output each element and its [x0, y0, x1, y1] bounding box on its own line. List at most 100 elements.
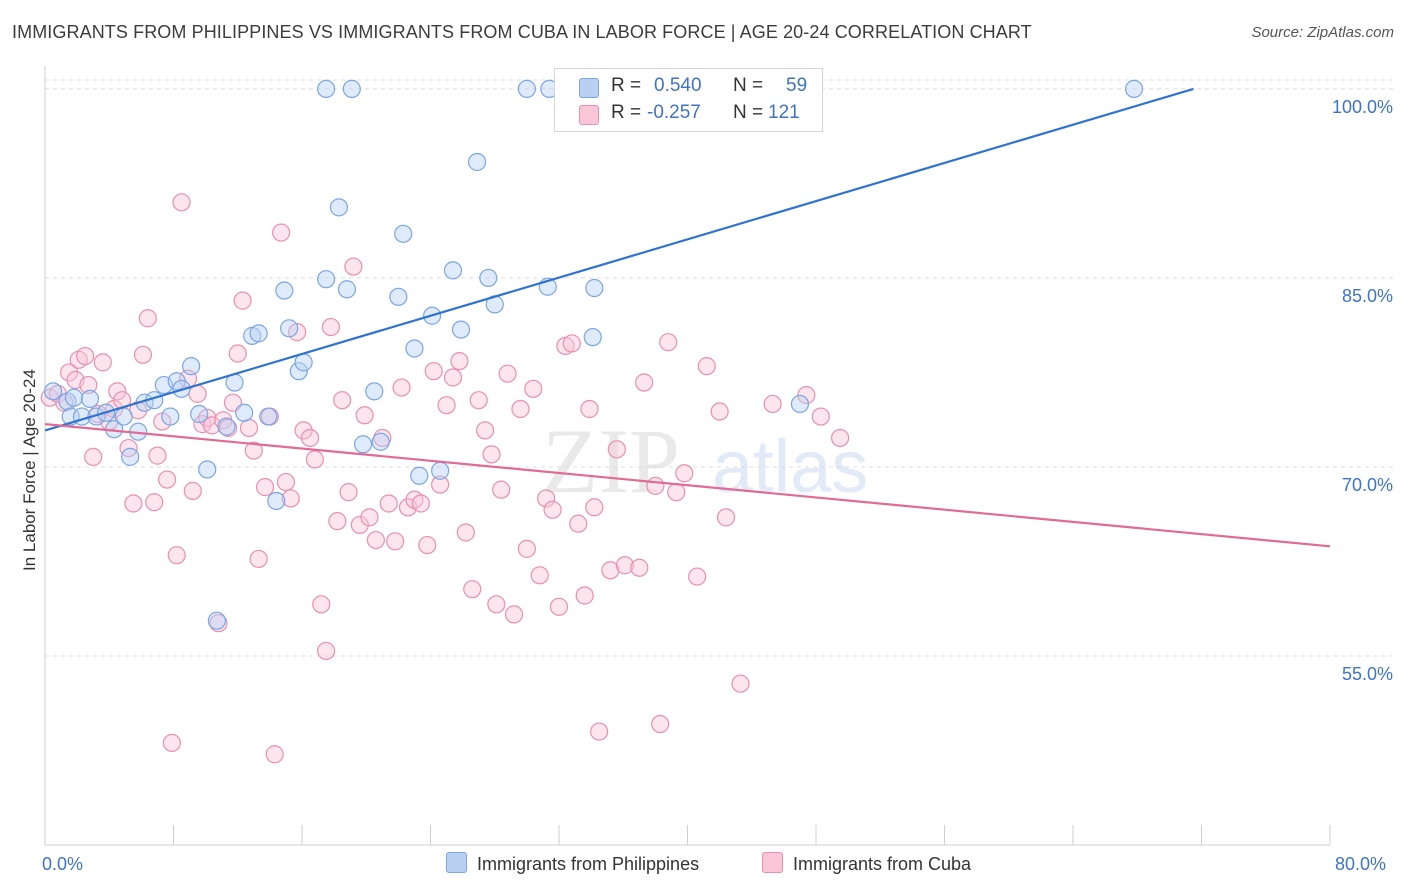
point-cuba: [321, 317, 341, 337]
legend-n-value: 59: [786, 75, 808, 96]
point-cuba: [138, 309, 157, 328]
point-philippines: [207, 611, 226, 630]
point-cuba: [549, 597, 569, 616]
point-philippines: [1124, 79, 1144, 99]
point-cuba: [580, 399, 599, 419]
point-philippines: [405, 339, 424, 358]
point-philippines: [217, 417, 236, 436]
point-philippines: [585, 278, 604, 298]
point-cuba: [255, 478, 275, 497]
point-cuba: [172, 193, 191, 212]
point-philippines: [249, 324, 268, 343]
point-cuba: [437, 396, 456, 415]
chart-title: IMMIGRANTS FROM PHILIPPINES VS IMMIGRANT…: [12, 22, 1032, 42]
point-cuba: [450, 351, 469, 371]
point-philippines: [371, 432, 390, 451]
point-philippines: [280, 319, 299, 338]
point-philippines: [289, 362, 308, 381]
point-cuba: [59, 363, 79, 382]
y-tick-label: 70.0%: [1342, 475, 1393, 495]
legend-n-label: N =: [733, 75, 764, 96]
y-tick-labels: 55.0% 70.0% 85.0% 100.0%: [1332, 97, 1393, 684]
point-cuba: [763, 394, 782, 414]
point-cuba: [731, 674, 750, 693]
point-philippines: [121, 447, 140, 466]
point-cuba: [688, 567, 707, 586]
point-cuba: [93, 353, 112, 372]
y-tick-label: 100.0%: [1332, 97, 1393, 117]
point-cuba: [339, 483, 358, 502]
grid-lines: [45, 79, 1395, 657]
point-cuba: [157, 470, 177, 489]
bottom-legend-label-philippines: Immigrants from Philippines: [477, 854, 700, 874]
point-cuba: [659, 333, 678, 352]
legend-r-label: R =: [611, 75, 642, 96]
point-cuba: [630, 558, 649, 577]
point-cuba: [469, 391, 488, 410]
point-cuba: [651, 714, 670, 734]
point-cuba: [162, 733, 181, 753]
point-philippines: [114, 407, 133, 426]
point-cuba: [411, 494, 430, 513]
source-credit: Source: ZipAtlas.com: [1251, 24, 1394, 41]
point-cuba: [575, 586, 594, 605]
point-cuba: [145, 493, 164, 512]
point-cuba: [344, 257, 363, 276]
point-philippines: [467, 152, 487, 172]
point-cuba: [667, 483, 686, 502]
point-cuba: [697, 357, 716, 376]
point-philippines: [80, 389, 100, 409]
point-cuba: [590, 722, 609, 741]
point-cuba: [294, 421, 313, 440]
point-cuba: [328, 512, 347, 531]
legend-r-label: R =: [611, 102, 642, 123]
point-cuba: [443, 368, 463, 387]
point-cuba: [239, 418, 259, 437]
point-cuba: [333, 391, 352, 410]
point-cuba: [517, 539, 536, 558]
point-cuba: [498, 364, 517, 383]
bottom-legend-philippines: Immigrants from Philippines: [446, 852, 699, 875]
point-cuba: [675, 464, 694, 483]
point-philippines: [583, 328, 602, 347]
point-cuba: [524, 379, 543, 398]
point-philippines: [235, 403, 254, 422]
watermark-zip: ZIP: [542, 410, 680, 512]
point-philippines: [410, 466, 429, 485]
point-cuba: [482, 445, 501, 464]
point-cuba: [265, 745, 284, 764]
point-philippines: [161, 407, 180, 426]
point-cuba: [530, 566, 549, 585]
legend-swatch-cuba: [579, 105, 599, 125]
point-cuba: [386, 532, 405, 551]
bottom-legend-swatch-philippines: [446, 852, 467, 873]
point-cuba: [585, 498, 604, 517]
point-cuba: [476, 421, 495, 440]
bottom-legend-cuba: Immigrants from Cuba: [762, 852, 971, 875]
trend-lines: [44, 87, 1331, 548]
point-cuba: [431, 475, 450, 494]
point-philippines: [431, 461, 450, 480]
point-cuba: [148, 446, 167, 465]
point-philippines: [267, 491, 286, 511]
y-tick-label: 85.0%: [1342, 286, 1393, 306]
point-philippines: [182, 357, 201, 376]
point-philippines: [43, 382, 63, 401]
point-philippines: [389, 287, 408, 306]
point-cuba: [366, 530, 385, 550]
point-philippines: [329, 198, 349, 217]
point-philippines: [337, 280, 357, 299]
point-philippines: [316, 270, 336, 289]
point-cuba: [811, 407, 830, 426]
point-cuba: [350, 515, 369, 535]
point-cuba: [79, 375, 98, 395]
point-cuba: [511, 399, 530, 419]
point-cuba: [108, 382, 127, 401]
point-cuba: [228, 344, 247, 363]
point-cuba: [379, 494, 398, 513]
point-cuba: [360, 508, 379, 527]
point-philippines: [275, 281, 294, 300]
trend-line-cuba: [44, 423, 1331, 548]
legend-n-value: 121: [768, 102, 800, 123]
